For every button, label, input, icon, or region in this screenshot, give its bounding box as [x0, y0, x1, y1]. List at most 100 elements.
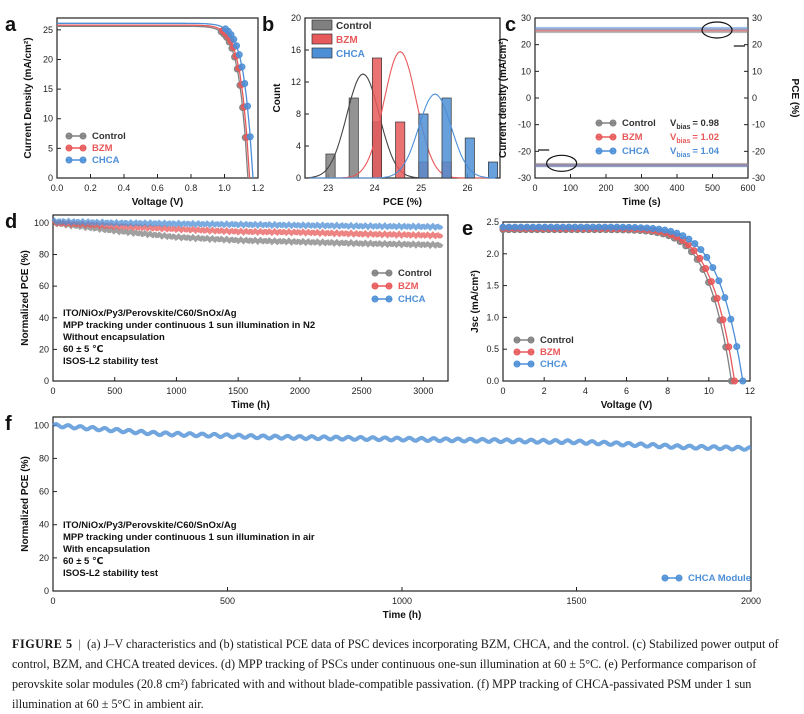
module-jv-point — [667, 227, 675, 235]
x-tick-label: 0 — [532, 183, 537, 193]
pce-trace — [535, 28, 748, 32]
module-jv-point — [535, 223, 543, 231]
vbias-label: Vbias = 1.04 — [670, 146, 720, 159]
module-jv-point — [691, 240, 699, 248]
vbias-subscript: bias — [676, 124, 690, 131]
x-tick-label: 1500 — [566, 596, 586, 606]
y2-tick-label: -10 — [752, 120, 765, 130]
y-tick-label: 20 — [39, 553, 49, 563]
legend-label: BZM — [398, 281, 419, 292]
module-jv-point — [619, 223, 627, 231]
x-tick-label: 1500 — [228, 386, 248, 396]
module-jv-point — [679, 232, 687, 240]
legend-marker — [65, 144, 73, 152]
y-axis-label: Current Density (mA/cm²) — [23, 37, 34, 158]
module-jv-point — [541, 223, 549, 231]
vbias-subscript: bias — [676, 152, 690, 159]
legend-marker — [609, 133, 617, 141]
panel-letter: b — [262, 14, 274, 36]
legend-label: CHCA — [336, 49, 365, 60]
legend-label: BZM — [92, 143, 113, 154]
module-jv-point — [713, 294, 721, 302]
jv-curve-chca — [57, 22, 254, 179]
module-jv-point — [511, 223, 519, 231]
y-tick-label: 2.5 — [486, 217, 499, 227]
legend-marker — [65, 156, 73, 164]
legend-marker — [527, 360, 535, 368]
y-tick-label: 30 — [521, 13, 531, 23]
legend-label: CHCA — [398, 294, 426, 305]
x-tick-label: 2500 — [352, 386, 372, 396]
gaussian-fit — [309, 93, 496, 179]
y-tick-label: 0 — [526, 93, 531, 103]
legend-swatch — [311, 33, 333, 45]
legend-label: Control — [622, 118, 656, 129]
x-tick-label: 4 — [583, 386, 588, 396]
y-tick-label: 20 — [43, 54, 53, 64]
y-tick-label: 60 — [39, 281, 49, 291]
x-tick-label: 2 — [542, 386, 547, 396]
x-tick-label: 24 — [370, 183, 380, 193]
y-tick-label: 10 — [43, 114, 53, 124]
x-tick-label: 600 — [740, 183, 755, 193]
panel-letter: d — [5, 211, 17, 233]
module-jv-point — [739, 377, 747, 385]
y-tick-label: 60 — [39, 487, 49, 497]
vbias-label: Vbias = 1.02 — [670, 132, 719, 145]
module-jv-point — [703, 253, 711, 261]
vbias-symbol: V — [670, 146, 677, 157]
module-jv-point — [529, 223, 537, 231]
module-jv-point — [583, 223, 591, 231]
module-jv-point — [673, 229, 681, 237]
legend-marker — [595, 119, 603, 127]
module-jv-point — [643, 224, 651, 232]
pce-trace — [535, 30, 748, 34]
y-tick-label: -30 — [518, 173, 531, 183]
caption-text: (a) J–V characteristics and (b) statisti… — [12, 637, 779, 711]
module-jv-point — [721, 294, 729, 302]
module-jv-curve-control — [503, 228, 733, 382]
x-tick-label: 200 — [598, 183, 613, 193]
x-tick-label: 0.2 — [84, 183, 97, 193]
legend-marker — [595, 133, 603, 141]
y-tick-label: 20 — [291, 13, 301, 23]
legend-marker — [385, 282, 393, 290]
module-jv-point — [685, 235, 693, 243]
legend-marker — [79, 132, 87, 140]
vbias-subscript: bias — [676, 138, 690, 145]
y-tick-label: 20 — [521, 40, 531, 50]
y-tick-label: 100 — [34, 420, 49, 430]
jv-curve-control — [57, 25, 249, 179]
mpp-trace-bzm — [51, 218, 444, 240]
y-tick-label: 1.5 — [486, 281, 499, 291]
x-tick-label: 0 — [50, 386, 55, 396]
legend-label: Control — [398, 268, 432, 279]
panel-letter: e — [462, 218, 473, 240]
x-tick-label: 500 — [107, 386, 122, 396]
x-tick-label: 23 — [323, 183, 333, 193]
x-tick-label: 12 — [745, 386, 755, 396]
vbias-value: = 0.98 — [692, 118, 719, 129]
x-tick-label: 500 — [705, 183, 720, 193]
x-axis-label: PCE (%) — [383, 197, 422, 208]
legend-label: BZM — [622, 132, 643, 143]
x-tick-label: 1000 — [392, 596, 412, 606]
x-tick-label: 10 — [704, 386, 714, 396]
y2-tick-label: 30 — [752, 13, 762, 23]
legend-marker — [385, 295, 393, 303]
legend-marker — [609, 147, 617, 155]
y-tick-label: 12 — [291, 77, 301, 87]
panel-f: 0 500 1000 1500 2000 0 20 40 60 80 100 Time (h) Norm… — [5, 413, 761, 621]
module-jv-point — [589, 223, 597, 231]
x-tick-label: 0.6 — [151, 183, 164, 193]
legend-swatch — [311, 19, 333, 31]
legend-marker — [79, 144, 87, 152]
jv-point — [230, 35, 238, 43]
plot-frame — [52, 416, 752, 592]
y-tick-label: 20 — [39, 344, 49, 354]
x-tick-label: 0 — [500, 386, 505, 396]
module-jv-point — [547, 223, 555, 231]
module-jv-point — [637, 224, 645, 232]
plot-frame — [52, 214, 449, 382]
